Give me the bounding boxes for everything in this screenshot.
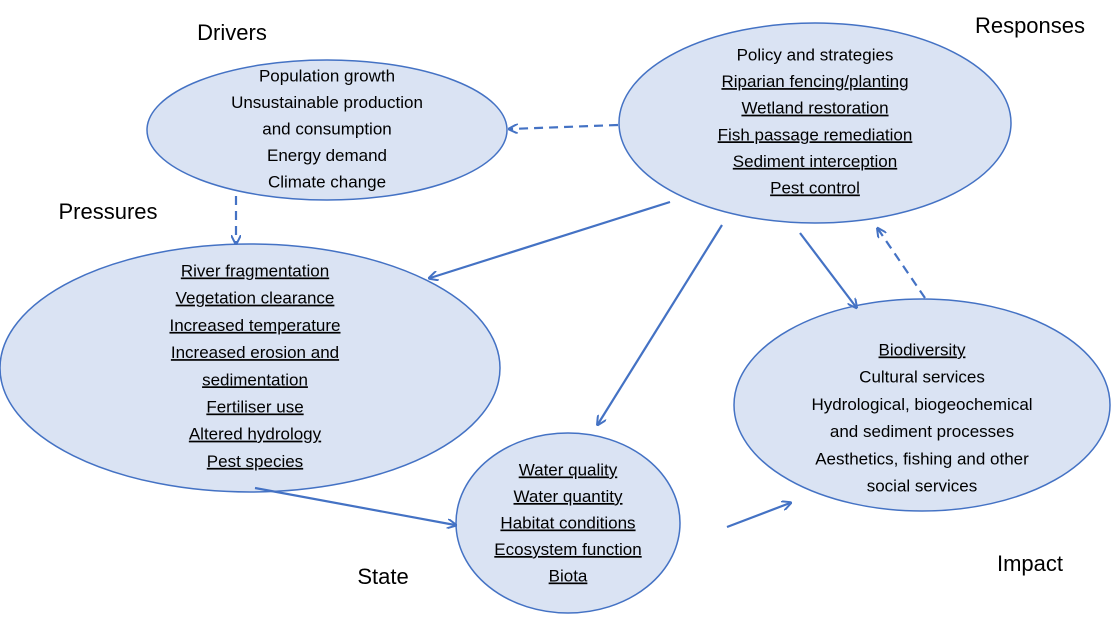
pressures-ellipse: [0, 243, 501, 493]
arrow: [510, 125, 619, 129]
node-item: Fertiliser use: [206, 397, 303, 416]
node-item: Hydrological, biogeochemical: [811, 395, 1032, 414]
node-item: and consumption: [262, 119, 391, 138]
node-item: Fish passage remediation: [718, 125, 913, 144]
node-item: Sediment interception: [733, 152, 897, 171]
node-item: River fragmentation: [181, 261, 329, 280]
node-item: Vegetation clearance: [176, 289, 335, 308]
arrow: [878, 229, 926, 299]
drivers-ellipse: [146, 59, 508, 201]
node-item: Policy and strategies: [737, 45, 894, 64]
arrow: [430, 200, 671, 278]
node-item: and sediment processes: [830, 422, 1014, 441]
node-item: Biota: [549, 566, 588, 585]
node-item: Pest species: [207, 452, 303, 471]
node-item: Wetland restoration: [741, 99, 888, 118]
node-label: Responses: [975, 13, 1085, 38]
node-item: Population growth: [259, 66, 395, 85]
impact-ellipse: [733, 298, 1111, 512]
node-item: Increased temperature: [169, 316, 340, 335]
node-item: social services: [867, 476, 978, 495]
node-item: Climate change: [268, 172, 386, 191]
node-item: Altered hydrology: [189, 425, 322, 444]
node-item: sedimentation: [202, 370, 308, 389]
node-label: Impact: [997, 551, 1063, 576]
arrow: [254, 486, 455, 525]
arrow: [726, 503, 790, 529]
node-item: Water quality: [519, 460, 618, 479]
node-item: Biodiversity: [879, 340, 966, 359]
node-item: Pest control: [770, 178, 860, 197]
node-item: Increased erosion and: [171, 343, 339, 362]
arrow: [598, 224, 723, 424]
node-item: Water quantity: [514, 487, 623, 506]
node-label: State: [357, 564, 408, 589]
node-item: Habitat conditions: [500, 513, 635, 532]
responses-ellipse: [618, 22, 1012, 224]
node-item: Riparian fencing/planting: [721, 72, 908, 91]
node-label: Drivers: [197, 20, 267, 45]
node-item: Energy demand: [267, 146, 387, 165]
node-item: Cultural services: [859, 368, 985, 387]
arrow: [799, 232, 856, 307]
node-item: Unsustainable production: [231, 93, 423, 112]
node-item: Ecosystem function: [494, 540, 641, 559]
node-item: Aesthetics, fishing and other: [815, 449, 1029, 468]
node-label: Pressures: [58, 199, 157, 224]
